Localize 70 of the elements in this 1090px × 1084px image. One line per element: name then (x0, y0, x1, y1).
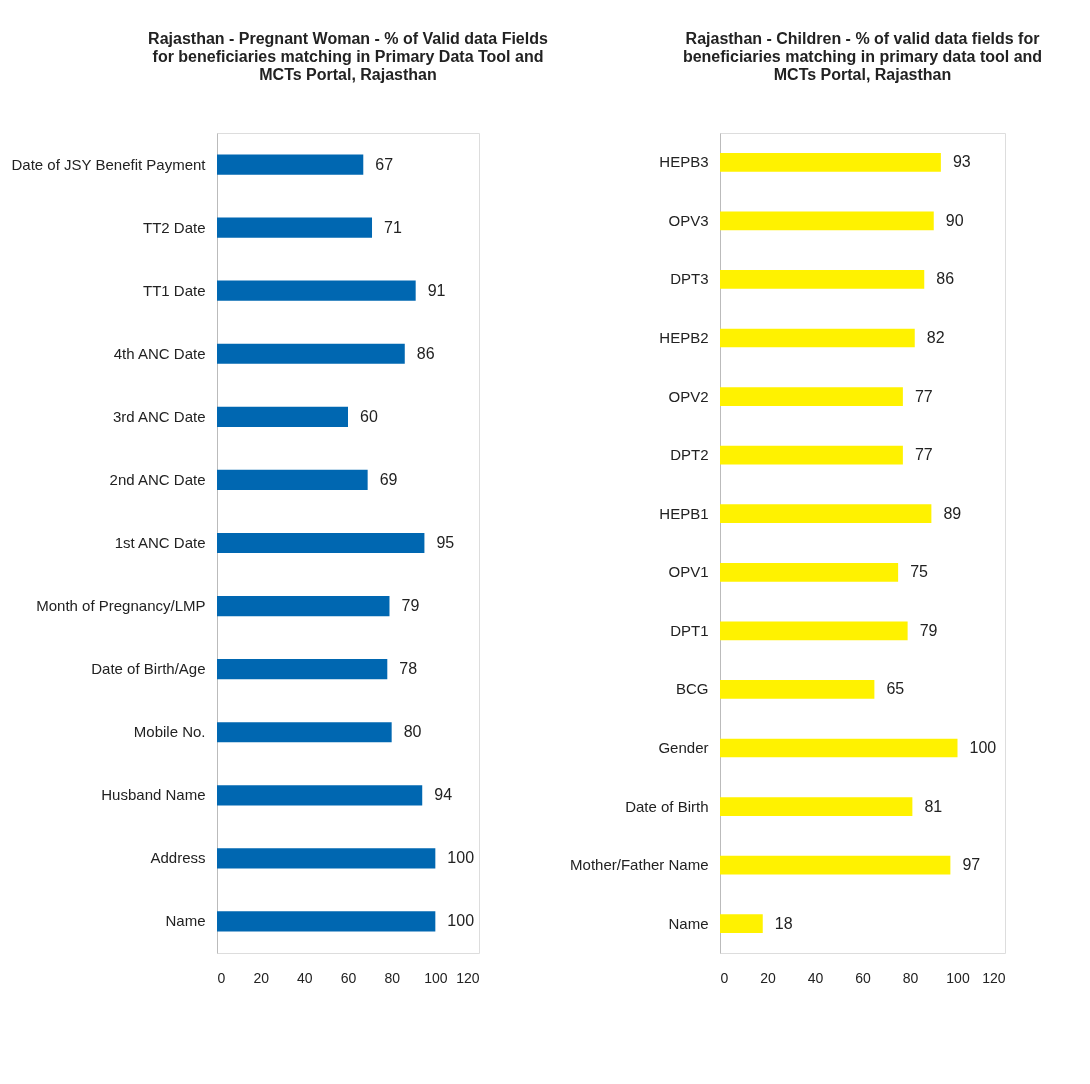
x-tick-label: 40 (807, 969, 824, 986)
x-tick-label: 80 (384, 969, 401, 986)
data-label: 94 (434, 786, 453, 804)
data-label: 67 (375, 155, 394, 173)
data-label: 18 (774, 914, 793, 932)
y-tick-label: Name (165, 912, 206, 930)
data-label: 80 (403, 723, 422, 741)
data-label: 71 (384, 218, 402, 236)
data-label: 86 (936, 270, 955, 288)
y-tick-label: Gender (658, 739, 709, 756)
data-label: 78 (399, 660, 418, 678)
data-label: 65 (886, 680, 905, 698)
y-tick-label: BCG (675, 680, 709, 698)
x-tick-label: 40 (297, 969, 313, 986)
data-label: 81 (924, 797, 943, 815)
y-tick-label: DPT2 (670, 446, 709, 464)
data-label: 100 (447, 912, 475, 930)
x-tick-label: 60 (340, 969, 357, 986)
y-tick-label: TT1 Date (142, 281, 206, 299)
data-label: 79 (919, 621, 938, 639)
x-tick-label: 20 (253, 969, 270, 986)
y-tick-label: Mobile No. (133, 723, 206, 741)
data-label: 100 (969, 739, 997, 756)
y-tick-label: Date of JSY Benefit Payment (11, 155, 207, 173)
x-tick-label: 60 (855, 969, 871, 986)
y-tick-label: Date of Birth/Age (91, 660, 206, 678)
data-label: 86 (416, 344, 435, 362)
x-tick-label: 120 (456, 969, 480, 986)
y-tick-label: 1st ANC Date (114, 534, 206, 551)
data-label: 97 (962, 856, 981, 874)
y-tick-label: 4th ANC Date (113, 344, 206, 362)
data-label: 90 (945, 211, 964, 229)
y-tick-label: HEPB2 (659, 329, 709, 346)
data-label: 60 (360, 407, 378, 425)
chart-title: Rajasthan - Children - % of valid data fields for beneficiaries matching in primary data tool and MCTs Portal, Rajasthan (682, 30, 1043, 83)
data-label: 77 (914, 446, 933, 464)
y-tick-label: HEPB3 (659, 153, 709, 171)
y-tick-label: 2nd ANC Date (109, 470, 206, 488)
data-label: 69 (379, 470, 398, 488)
y-tick-label: Address (150, 849, 206, 867)
x-tick-label: 80 (902, 969, 919, 986)
data-label: 77 (914, 387, 933, 405)
y-tick-label: OPV1 (668, 563, 709, 581)
x-tick-label: 0 (217, 969, 226, 986)
data-label: 93 (952, 153, 971, 171)
y-tick-label: Name (668, 914, 709, 932)
x-tick-label: 100 (424, 969, 448, 986)
y-tick-label: DPT1 (670, 621, 709, 639)
y-tick-label: Date of Birth (625, 797, 709, 815)
data-label: 91 (427, 281, 446, 299)
data-label: 89 (943, 504, 962, 522)
y-tick-label: OPV3 (668, 211, 709, 229)
y-tick-label: Husband Name (101, 786, 206, 804)
y-tick-label: Month of Pregnancy/LMP (36, 597, 206, 615)
y-tick-label: TT2 Date (142, 218, 206, 236)
data-label: 75 (910, 563, 929, 581)
data-label: 82 (926, 329, 945, 346)
data-label: 95 (436, 534, 455, 551)
y-tick-label: OPV2 (668, 387, 709, 405)
y-tick-label: DPT3 (670, 270, 709, 288)
data-label: 100 (447, 849, 475, 867)
y-tick-label: HEPB1 (659, 504, 709, 522)
x-tick-label: 20 (760, 969, 776, 986)
chart-title: Rajasthan - Pregnant Woman - % of Valid data Fields for beneficiaries matching in Primary Data Tool and MCTs Portal, Rajasthan (148, 30, 548, 83)
x-tick-label: 0 (720, 969, 729, 986)
y-tick-label: Mother/Father Name (570, 856, 709, 874)
data-label: 79 (401, 597, 420, 615)
y-tick-label: 3rd ANC Date (112, 407, 206, 425)
x-tick-label: 120 (982, 969, 1006, 986)
x-tick-label: 100 (946, 969, 970, 986)
